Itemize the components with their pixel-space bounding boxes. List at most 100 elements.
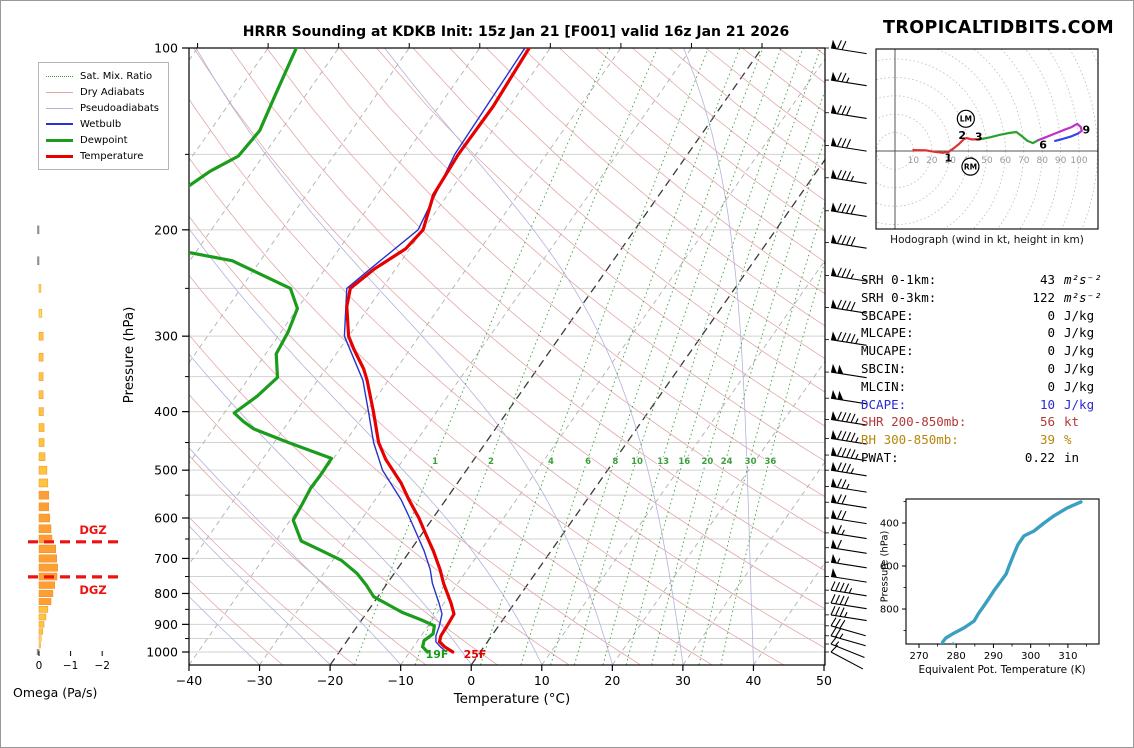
omega-bar (38, 372, 44, 381)
omega-bar (37, 225, 40, 235)
omega-bar (38, 581, 56, 589)
omega-bar (38, 352, 44, 362)
omega-bar (38, 598, 52, 605)
omega-bar (38, 513, 50, 523)
stat-value: 0 (1047, 343, 1055, 359)
stat-unit: J/kg (1064, 325, 1095, 341)
stat-row-mlcape: MLCAPE: 0 J/kg (861, 325, 1119, 343)
wind-barb (830, 509, 867, 525)
hodograph-ring-label: 20 (926, 156, 938, 166)
stat-value: 0 (1047, 307, 1055, 323)
omega-bar (38, 465, 48, 475)
stat-unit: J/kg (1064, 343, 1095, 359)
wind-barb (830, 137, 867, 152)
mixing-ratio-label: 8 (612, 457, 618, 467)
stat-value: 0 (1047, 378, 1055, 394)
stats-panel: SRH 0-1km: 43 m²s⁻² SRH 0-3km: 122 m²s⁻² SBCAP… (861, 272, 1119, 468)
hodograph-ring-label: 90 (1055, 156, 1067, 166)
wind-barb (830, 363, 867, 379)
wind-barb (830, 267, 867, 282)
omega-bar (38, 490, 50, 500)
dgz-label: DGZ (79, 583, 106, 597)
omega-bar (38, 613, 47, 621)
mixing-ratio-label: 24 (721, 457, 733, 467)
temperature-tick-label: 30 (675, 673, 691, 688)
stat-value: 10 (1039, 396, 1055, 412)
stat-row-shr-200-850mb: SHR 200-850mb: 56 kt (861, 414, 1119, 432)
omega-bar (38, 589, 54, 597)
wind-barb (830, 430, 867, 445)
temperature-tick-label: −20 (317, 673, 343, 688)
thetae-temp-tick: 270 (909, 651, 928, 662)
hodograph-ring-label: 10 (908, 156, 920, 166)
omega-bar (38, 390, 44, 399)
stat-label: SRH 0-3km: (861, 289, 937, 305)
stat-label: RH 300-850mb: (861, 432, 959, 448)
hodograph-ring-label: 70 (1018, 156, 1030, 166)
temperature-tick-label: −30 (246, 673, 272, 688)
dgz-label: DGZ (79, 523, 106, 537)
omega-bar (38, 642, 41, 649)
omega-tick-label: −2 (94, 660, 109, 672)
wind-barb (830, 299, 867, 314)
pressure-tick-label: 800 (154, 586, 178, 601)
omega-bar (38, 524, 52, 533)
stat-label: SBCAPE: (861, 307, 914, 323)
page-title: HRRR Sounding at KDKB Init: 15z Jan 21 [… (242, 24, 790, 40)
hodograph-frame (875, 48, 1099, 230)
stat-row-mucape: MUCAPE: 0 J/kg (861, 343, 1119, 361)
legend-label: Wetbulb (80, 118, 122, 130)
legend-item-mix_ratio: Sat. Mix. Ratio (46, 68, 159, 84)
wind-barb (830, 627, 866, 647)
legend-swatch-dry_adiabat (46, 91, 73, 93)
stat-unit: J/kg (1064, 307, 1095, 323)
stat-label: SRH 0-1km: (861, 272, 937, 287)
omega-bar (38, 544, 56, 554)
temperature-tick-label: 10 (534, 673, 550, 688)
mixing-ratio-label: 30 (745, 457, 757, 467)
thetae-temp-tick: 300 (1021, 651, 1040, 662)
legend-label: Dewpoint (80, 134, 128, 146)
wind-barb (830, 478, 867, 493)
stat-label: MLCIN: (861, 378, 907, 394)
thetae-pressure-label: Pressure (hPa) (879, 530, 891, 603)
pressure-tick-label: 200 (154, 222, 178, 237)
omega-bar (38, 563, 58, 572)
hodograph-marker (956, 109, 975, 128)
wind-barb (830, 493, 867, 509)
wind-barb-column (825, 39, 867, 670)
legend: Sat. Mix. Ratio Dry Adiabats Pseudoadiabat… (38, 62, 170, 170)
stat-row-dcape: DCAPE: 10 J/kg (861, 397, 1119, 415)
mixing-ratio-label: 2 (488, 457, 494, 467)
mixing-ratio-label: 36 (765, 457, 777, 467)
wind-barb (830, 39, 867, 55)
hodograph-ring-label: 60 (1000, 156, 1012, 166)
stat-label: SBCIN: (861, 360, 907, 376)
hodograph-marker-label: LM (960, 115, 972, 124)
legend-label: Temperature (80, 150, 144, 162)
stat-row-srh-0-1km: SRH 0-1km: 43 m²s⁻² (861, 272, 1119, 290)
omega-tick-label: 0 (36, 660, 43, 672)
pressure-tick-label: 700 (154, 551, 178, 566)
stat-value: 56 (1039, 414, 1055, 430)
wind-barb (830, 461, 867, 477)
hodograph-height-label: 1 (945, 151, 953, 164)
omega-bar (38, 407, 44, 416)
thetae-temp-tick: 310 (1058, 651, 1077, 662)
temperature-tick-label: −40 (176, 673, 202, 688)
omega-bar (38, 438, 45, 447)
temperature-tick-label: 50 (816, 673, 832, 688)
temperature-tick-label: 0 (467, 673, 475, 688)
wind-barb (830, 411, 867, 426)
wetbulb-curve (343, 48, 526, 653)
pressure-tick-label: 500 (154, 463, 178, 478)
thetae-curve (940, 500, 1083, 644)
stat-row-sbcin: SBCIN: 0 J/kg (861, 361, 1119, 379)
hodograph-trace (912, 137, 983, 154)
stat-label: MLCAPE: (861, 325, 914, 341)
pressure-tick-label: 1000 (146, 645, 178, 660)
wind-barb (830, 234, 867, 249)
legend-item-pseudoadiabat: Pseudoadiabats (46, 100, 159, 116)
omega-bar (38, 452, 46, 461)
